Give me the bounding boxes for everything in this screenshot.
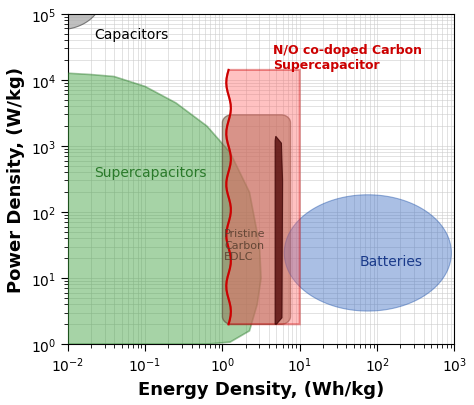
Polygon shape (275, 137, 283, 324)
Text: Capacitors: Capacitors (94, 28, 168, 43)
X-axis label: Energy Density, (Wh/kg): Energy Density, (Wh/kg) (138, 380, 384, 398)
Polygon shape (68, 74, 261, 344)
Polygon shape (284, 195, 451, 311)
Polygon shape (226, 71, 300, 324)
Y-axis label: Power Density, (W/kg): Power Density, (W/kg) (7, 67, 25, 292)
Text: Supercapacitors: Supercapacitors (94, 166, 207, 180)
Text: Batteries: Batteries (359, 254, 422, 269)
Polygon shape (222, 115, 291, 324)
Text: N/O co-doped Carbon
Supercapacitor: N/O co-doped Carbon Supercapacitor (273, 44, 422, 72)
Polygon shape (18, 0, 102, 30)
Text: Pristine
Carbon
EDLC: Pristine Carbon EDLC (224, 228, 265, 262)
